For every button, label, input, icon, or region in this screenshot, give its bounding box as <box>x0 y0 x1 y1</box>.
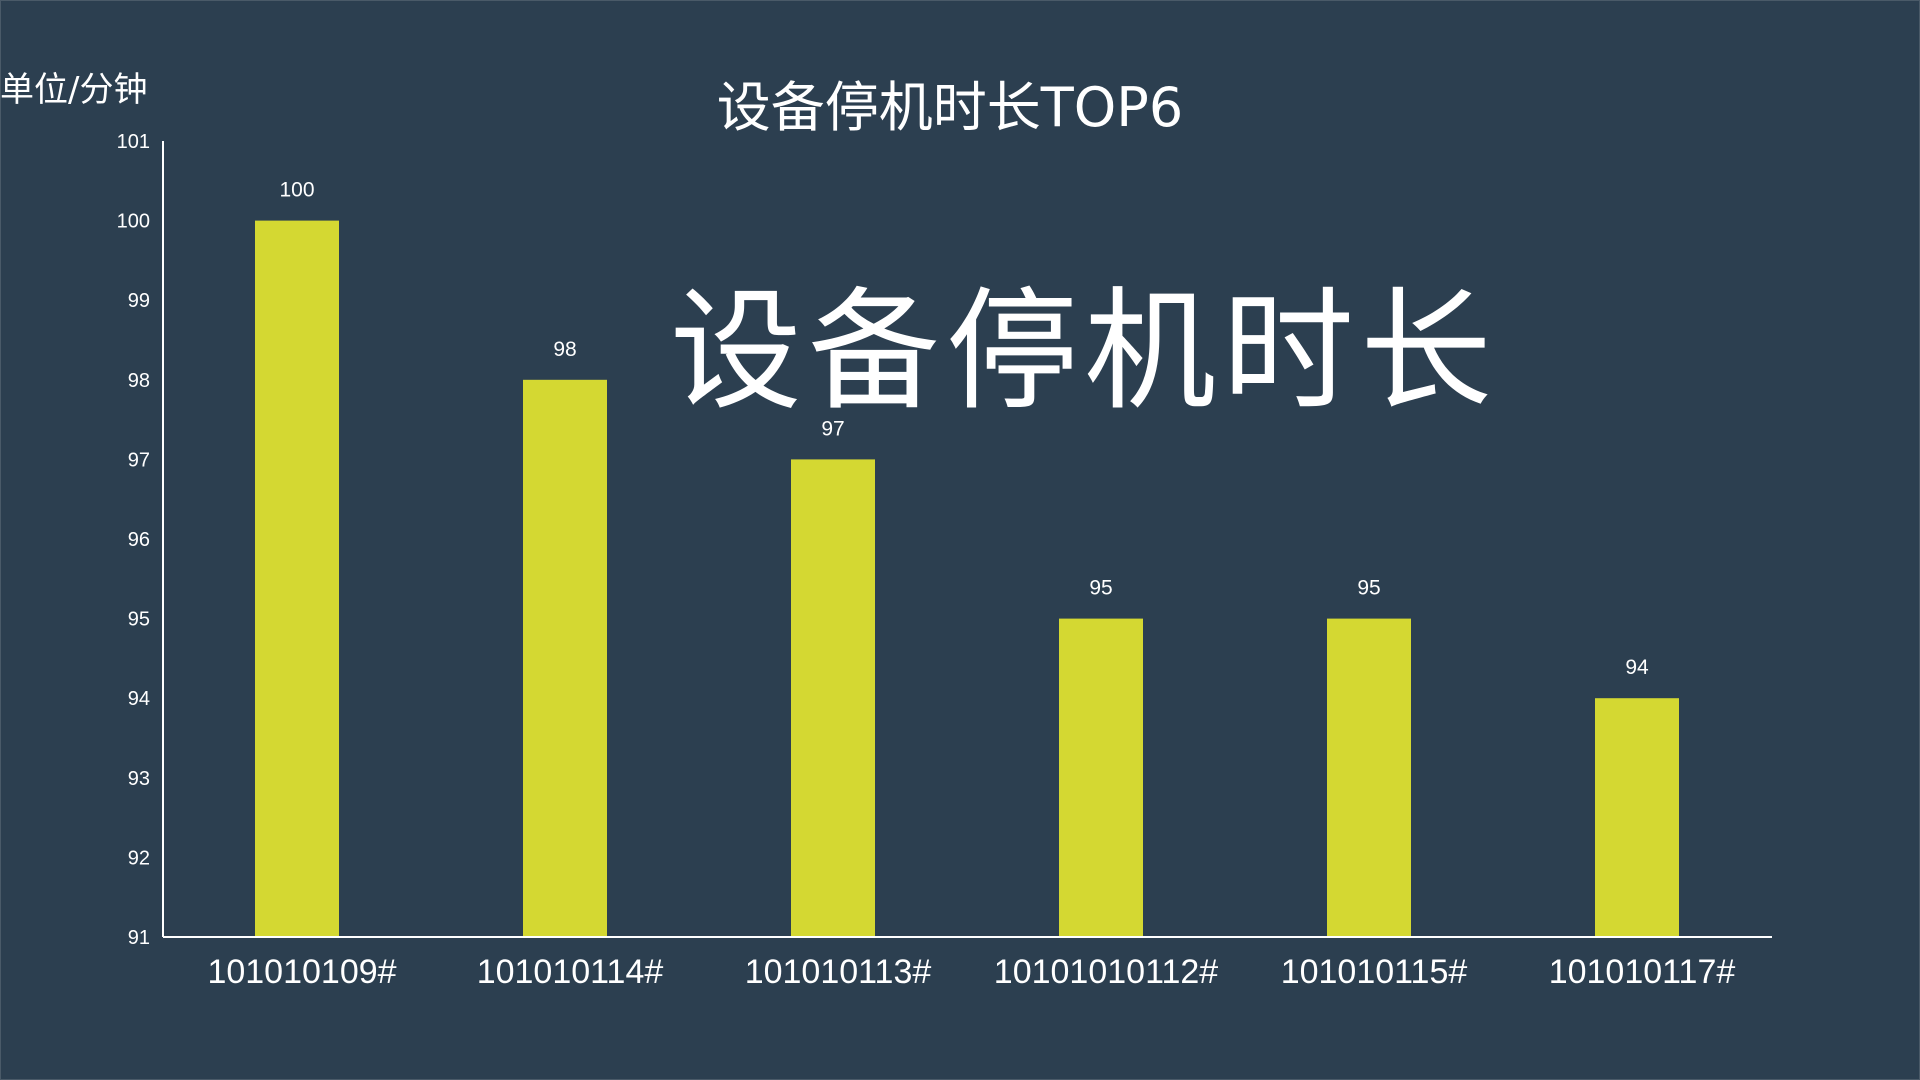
x-category-label-6: 101010117# <box>1549 953 1736 991</box>
bar-6 <box>1595 698 1679 937</box>
bar-4 <box>1059 618 1143 937</box>
y-tick-label-95: 95 <box>128 609 150 631</box>
data-label-1: 100 <box>279 179 314 202</box>
data-labels: 100 98 97 95 95 94 <box>279 179 1649 680</box>
x-category-label-4: 10101010112# <box>994 953 1218 991</box>
data-label-3: 97 <box>821 417 844 440</box>
y-tick-label-94: 94 <box>128 688 150 710</box>
x-category-label-5: 101010115# <box>1281 953 1468 991</box>
bar-2 <box>523 379 607 937</box>
x-axis-category-labels: 101010109# 101010114# 101010113# 1010101011… <box>207 953 1735 991</box>
y-tick-label-91: 91 <box>128 927 150 949</box>
y-tick-label-101: 101 <box>117 131 150 153</box>
y-tick-label-96: 96 <box>128 529 150 551</box>
bars <box>255 220 1679 938</box>
y-tick-label-97: 97 <box>128 449 150 471</box>
y-tick-label-92: 92 <box>128 847 150 869</box>
y-tick-label-98: 98 <box>128 370 150 392</box>
data-label-4: 95 <box>1089 577 1112 600</box>
y-axis-ticks: 91 92 93 94 95 96 97 98 99 100 101 <box>117 131 150 949</box>
bar-3 <box>791 459 875 937</box>
y-axis-unit-label: 单位/分钟 <box>0 70 148 110</box>
data-label-5: 95 <box>1357 577 1380 600</box>
x-category-label-2: 101010114# <box>477 953 664 991</box>
x-category-label-1: 101010109# <box>207 953 396 991</box>
bar-1 <box>255 220 339 938</box>
y-tick-label-100: 100 <box>117 211 150 233</box>
data-label-2: 98 <box>553 338 576 361</box>
y-tick-label-93: 93 <box>128 768 150 790</box>
overlay-caption: 设备停机时长 <box>670 275 1498 429</box>
bar-5 <box>1327 618 1411 937</box>
y-tick-label-99: 99 <box>128 290 150 312</box>
chart-title: 设备停机时长TOP6 <box>716 76 1184 139</box>
x-category-label-3: 101010113# <box>745 953 932 991</box>
data-label-6: 94 <box>1625 656 1649 679</box>
